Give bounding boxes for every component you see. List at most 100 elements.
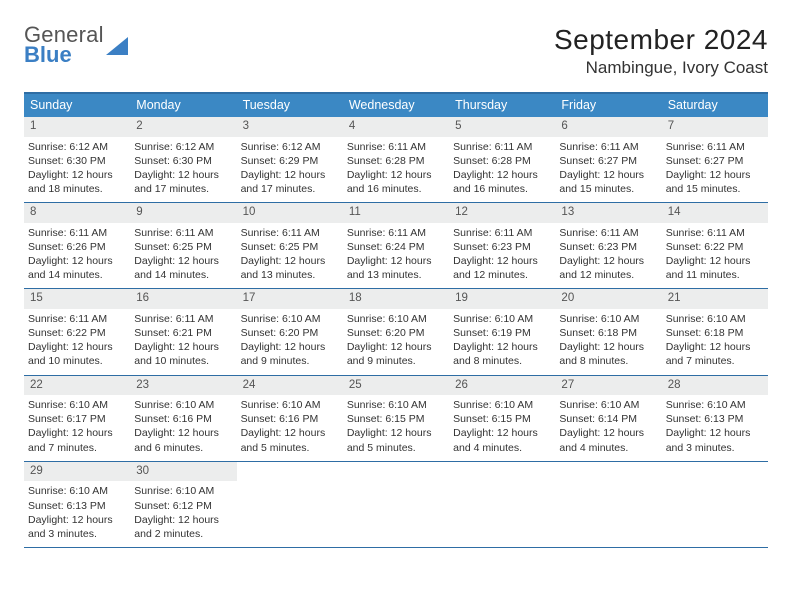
daylight-line: Daylight: 12 hours and 15 minutes. bbox=[559, 168, 657, 196]
day-number: 25 bbox=[343, 376, 449, 396]
sunset-line: Sunset: 6:13 PM bbox=[666, 412, 764, 426]
day-number: 1 bbox=[24, 117, 130, 137]
sunset-line: Sunset: 6:21 PM bbox=[134, 326, 232, 340]
sunrise-line: Sunrise: 6:10 AM bbox=[453, 398, 551, 412]
sunrise-line: Sunrise: 6:10 AM bbox=[453, 312, 551, 326]
sunrise-line: Sunrise: 6:11 AM bbox=[666, 226, 764, 240]
daylight-line: Daylight: 12 hours and 8 minutes. bbox=[453, 340, 551, 368]
sunset-line: Sunset: 6:22 PM bbox=[28, 326, 126, 340]
sunset-line: Sunset: 6:25 PM bbox=[134, 240, 232, 254]
weekday-header: Saturday bbox=[662, 94, 768, 117]
daylight-line: Daylight: 12 hours and 12 minutes. bbox=[559, 254, 657, 282]
sunrise-line: Sunrise: 6:11 AM bbox=[347, 226, 445, 240]
day-number: 20 bbox=[555, 289, 661, 309]
day-cell: 8Sunrise: 6:11 AMSunset: 6:26 PMDaylight… bbox=[24, 203, 130, 288]
day-number: 27 bbox=[555, 376, 661, 396]
day-number: 8 bbox=[24, 203, 130, 223]
day-cell: 1Sunrise: 6:12 AMSunset: 6:30 PMDaylight… bbox=[24, 117, 130, 202]
day-cell: 14Sunrise: 6:11 AMSunset: 6:22 PMDayligh… bbox=[662, 203, 768, 288]
sunset-line: Sunset: 6:29 PM bbox=[241, 154, 339, 168]
day-cell: 10Sunrise: 6:11 AMSunset: 6:25 PMDayligh… bbox=[237, 203, 343, 288]
sunrise-line: Sunrise: 6:10 AM bbox=[666, 398, 764, 412]
daylight-line: Daylight: 12 hours and 4 minutes. bbox=[453, 426, 551, 454]
sunrise-line: Sunrise: 6:11 AM bbox=[559, 140, 657, 154]
day-number: 16 bbox=[130, 289, 236, 309]
daylight-line: Daylight: 12 hours and 7 minutes. bbox=[666, 340, 764, 368]
day-number: 19 bbox=[449, 289, 555, 309]
day-cell: 29Sunrise: 6:10 AMSunset: 6:13 PMDayligh… bbox=[24, 462, 130, 547]
sunset-line: Sunset: 6:15 PM bbox=[347, 412, 445, 426]
sunrise-line: Sunrise: 6:11 AM bbox=[28, 312, 126, 326]
header: General Blue September 2024 Nambingue, I… bbox=[24, 24, 768, 78]
daylight-line: Daylight: 12 hours and 13 minutes. bbox=[241, 254, 339, 282]
sunrise-line: Sunrise: 6:10 AM bbox=[347, 398, 445, 412]
sunrise-line: Sunrise: 6:10 AM bbox=[241, 312, 339, 326]
logo-triangle-icon bbox=[106, 37, 128, 55]
day-cell: 27Sunrise: 6:10 AMSunset: 6:14 PMDayligh… bbox=[555, 376, 661, 461]
sunset-line: Sunset: 6:27 PM bbox=[559, 154, 657, 168]
day-number: 13 bbox=[555, 203, 661, 223]
day-cell: 7Sunrise: 6:11 AMSunset: 6:27 PMDaylight… bbox=[662, 117, 768, 202]
sunset-line: Sunset: 6:15 PM bbox=[453, 412, 551, 426]
day-number: 17 bbox=[237, 289, 343, 309]
day-cell: 11Sunrise: 6:11 AMSunset: 6:24 PMDayligh… bbox=[343, 203, 449, 288]
day-cell: 30Sunrise: 6:10 AMSunset: 6:12 PMDayligh… bbox=[130, 462, 236, 547]
day-number bbox=[343, 462, 449, 480]
calendar-grid: 1 Sunrise: 6:12 AMSunset: 6:30 PM Daylight… bbox=[24, 117, 768, 548]
sunrise-line: Sunrise: 6:10 AM bbox=[28, 398, 126, 412]
day-cell bbox=[449, 462, 555, 547]
title-block: September 2024 Nambingue, Ivory Coast bbox=[554, 24, 768, 78]
day-number: 26 bbox=[449, 376, 555, 396]
daylight-line: Daylight: 12 hours and 14 minutes. bbox=[134, 254, 232, 282]
daylight-line: Daylight: 12 hours and 15 minutes. bbox=[666, 168, 764, 196]
day-number bbox=[662, 462, 768, 480]
sunset-line: Sunset: 6:19 PM bbox=[453, 326, 551, 340]
day-cell bbox=[662, 462, 768, 547]
weekday-header: Sunday bbox=[24, 94, 130, 117]
day-cell: 17Sunrise: 6:10 AMSunset: 6:20 PMDayligh… bbox=[237, 289, 343, 374]
day-number: 22 bbox=[24, 376, 130, 396]
day-cell: 26 Sunrise: 6:10 AMSunset: 6:15 PMDayligh… bbox=[449, 376, 555, 461]
page-title: September 2024 bbox=[554, 24, 768, 56]
day-cell bbox=[237, 462, 343, 547]
week-row: 8Sunrise: 6:11 AMSunset: 6:26 PMDaylight… bbox=[24, 203, 768, 289]
day-cell: 24Sunrise: 6:10 AMSunset: 6:16 PMDayligh… bbox=[237, 376, 343, 461]
day-cell: 23Sunrise: 6:10 AMSunset: 6:16 PMDayligh… bbox=[130, 376, 236, 461]
sunset-line: Sunset: 6:18 PM bbox=[666, 326, 764, 340]
daylight-line: Daylight: 12 hours and 9 minutes. bbox=[241, 340, 339, 368]
sunrise-line: Sunrise: 6:11 AM bbox=[453, 226, 551, 240]
day-number: 3 bbox=[237, 117, 343, 137]
daylight-line: Daylight: 12 hours and 5 minutes. bbox=[347, 426, 445, 454]
sunrise-line: Sunrise: 6:10 AM bbox=[559, 312, 657, 326]
day-cell: 2Sunrise: 6:12 AMSunset: 6:30 PMDaylight… bbox=[130, 117, 236, 202]
daylight-line: Daylight: 12 hours and 11 minutes. bbox=[666, 254, 764, 282]
day-number bbox=[449, 462, 555, 480]
day-cell: 25 Sunrise: 6:10 AMSunset: 6:15 PMDayligh… bbox=[343, 376, 449, 461]
day-cell: 5Sunrise: 6:11 AMSunset: 6:28 PMDaylight… bbox=[449, 117, 555, 202]
week-row: 15Sunrise: 6:11 AMSunset: 6:22 PMDayligh… bbox=[24, 289, 768, 375]
day-number bbox=[237, 462, 343, 480]
day-number: 14 bbox=[662, 203, 768, 223]
daylight-line: Daylight: 12 hours and 10 minutes. bbox=[28, 340, 126, 368]
sunrise-line: Sunrise: 6:12 AM bbox=[28, 140, 126, 154]
day-number: 24 bbox=[237, 376, 343, 396]
day-cell: 13Sunrise: 6:11 AMSunset: 6:23 PMDayligh… bbox=[555, 203, 661, 288]
daylight-line: Daylight: 12 hours and 17 minutes. bbox=[241, 168, 339, 196]
day-cell: 16Sunrise: 6:11 AMSunset: 6:21 PMDayligh… bbox=[130, 289, 236, 374]
sunset-line: Sunset: 6:16 PM bbox=[134, 412, 232, 426]
day-number: 4 bbox=[343, 117, 449, 137]
day-number: 23 bbox=[130, 376, 236, 396]
day-number: 30 bbox=[130, 462, 236, 482]
daylight-line: Daylight: 12 hours and 16 minutes. bbox=[347, 168, 445, 196]
day-cell bbox=[555, 462, 661, 547]
sunset-line: Sunset: 6:14 PM bbox=[559, 412, 657, 426]
week-row: 29Sunrise: 6:10 AMSunset: 6:13 PMDayligh… bbox=[24, 462, 768, 548]
sunset-line: Sunset: 6:30 PM bbox=[28, 154, 126, 168]
calendar: SundayMondayTuesdayWednesdayThursdayFrid… bbox=[24, 92, 768, 548]
day-number: 9 bbox=[130, 203, 236, 223]
logo-line2: Blue bbox=[24, 44, 104, 66]
sunrise-line: Sunrise: 6:10 AM bbox=[241, 398, 339, 412]
sunset-line: Sunset: 6:18 PM bbox=[559, 326, 657, 340]
sunset-line: Sunset: 6:17 PM bbox=[28, 412, 126, 426]
week-row: 1 Sunrise: 6:12 AMSunset: 6:30 PM Daylight… bbox=[24, 117, 768, 203]
